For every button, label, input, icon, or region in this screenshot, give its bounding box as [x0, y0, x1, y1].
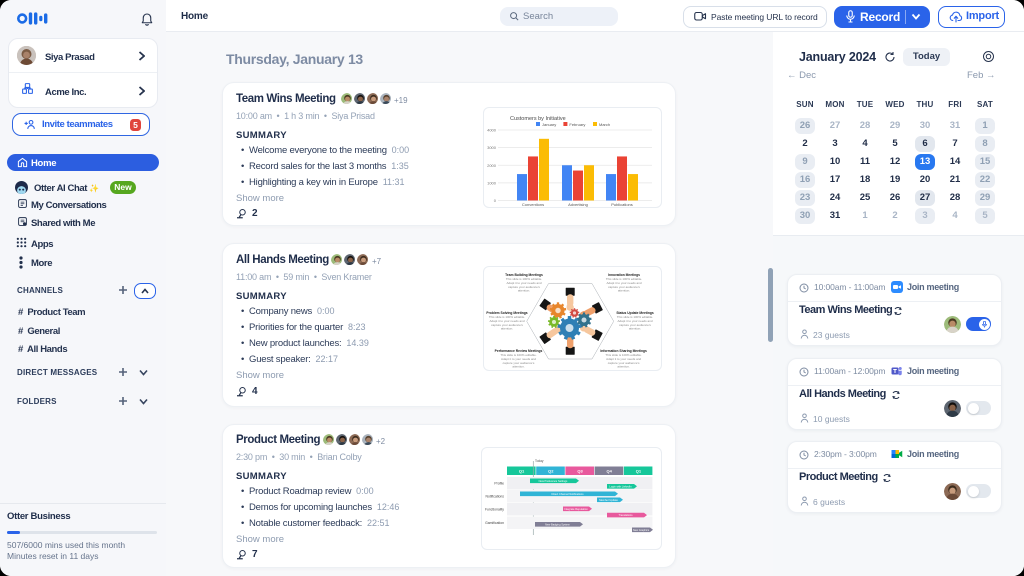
svg-text:Adapt it to your needs and: Adapt it to your needs and [617, 319, 652, 323]
svg-text:This slide is 100% editable.: This slide is 100% editable. [605, 353, 642, 357]
svg-text:Publications: Publications [611, 202, 633, 207]
svg-text:Adapt it to your needs and: Adapt it to your needs and [489, 319, 524, 323]
svg-text:New Graphics: New Graphics [633, 528, 650, 532]
svg-text:Notifications: Notifications [486, 495, 505, 499]
svg-text:attention.: attention. [629, 327, 642, 331]
svg-text:New Preference Settings: New Preference Settings [539, 479, 568, 483]
svg-text:Q3: Q3 [577, 468, 583, 473]
svg-text:capture your audience’s: capture your audience’s [608, 361, 640, 365]
svg-text:This slide is 100% editable.: This slide is 100% editable. [617, 315, 654, 319]
svg-text:attention.: attention. [618, 289, 631, 293]
svg-text:Today: Today [535, 459, 544, 463]
svg-text:Q1: Q1 [519, 468, 525, 473]
svg-text:Adapt it to your needs and: Adapt it to your needs and [501, 357, 536, 361]
svg-text:1000: 1000 [487, 180, 497, 185]
svg-text:capture your audience’s: capture your audience’s [619, 323, 651, 327]
svg-text:Functionality: Functionality [485, 508, 504, 512]
svg-text:Translations: Translations [618, 513, 633, 517]
svg-text:Advertising: Advertising [568, 202, 588, 207]
svg-text:attention.: attention. [501, 327, 514, 331]
svg-text:Status Update Meetings: Status Update Meetings [616, 311, 654, 315]
svg-text:3000: 3000 [487, 145, 497, 150]
svg-text:2000: 2000 [487, 163, 497, 168]
svg-text:Q4: Q4 [607, 468, 613, 473]
svg-text:Adapt it to your needs and: Adapt it to your needs and [606, 357, 641, 361]
svg-text:capture your audience’s: capture your audience’s [608, 285, 640, 289]
svg-text:Problem Solving Meetings: Problem Solving Meetings [486, 311, 527, 315]
svg-text:January: January [542, 122, 556, 127]
svg-text:capture your audience’s: capture your audience’s [508, 285, 540, 289]
svg-text:Profile: Profile [494, 482, 504, 486]
svg-text:Performance Review Meetings: Performance Review Meetings [495, 349, 543, 353]
svg-text:Q1: Q1 [636, 468, 642, 473]
svg-text:capture your audience’s: capture your audience’s [491, 323, 523, 327]
svg-text:Team Building Meetings: Team Building Meetings [505, 273, 543, 277]
svg-text:March: March [599, 122, 610, 127]
svg-text:0: 0 [494, 198, 497, 203]
svg-text:Integrate Reputation: Integrate Reputation [564, 507, 588, 511]
svg-text:Information Sharing Meetings: Information Sharing Meetings [600, 349, 647, 353]
svg-text:4000: 4000 [487, 128, 497, 133]
svg-text:This slide is 100% editable.: This slide is 100% editable. [489, 315, 526, 319]
svg-text:This slide is 100% editable.: This slide is 100% editable. [506, 277, 543, 281]
svg-text:Direct Channel Notifications: Direct Channel Notifications [551, 492, 584, 496]
svg-text:Login with LinkedIn: Login with LinkedIn [609, 484, 632, 488]
svg-text:This slide is 100% editable.: This slide is 100% editable. [500, 353, 537, 357]
svg-text:February: February [569, 122, 585, 127]
svg-text:attention.: attention. [512, 365, 525, 369]
svg-text:Innovation Meetings: Innovation Meetings [608, 273, 640, 277]
svg-text:attention.: attention. [518, 289, 531, 293]
svg-text:Customers by Initiative: Customers by Initiative [510, 116, 566, 122]
svg-text:This slide is 100% editable.: This slide is 100% editable. [606, 277, 643, 281]
svg-text:Adapt it to your needs and: Adapt it to your needs and [606, 281, 641, 285]
svg-text:capture your audience’s: capture your audience’s [503, 361, 535, 365]
svg-text:New Badging System: New Badging System [545, 522, 570, 526]
svg-text:Conventions: Conventions [522, 202, 544, 207]
svg-text:Gamification: Gamification [485, 521, 504, 525]
svg-text:Q2: Q2 [548, 468, 554, 473]
svg-text:attention.: attention. [617, 365, 630, 369]
svg-text:Adapt it to your needs and: Adapt it to your needs and [506, 281, 541, 285]
svg-text:Member Update: Member Update [599, 498, 618, 502]
